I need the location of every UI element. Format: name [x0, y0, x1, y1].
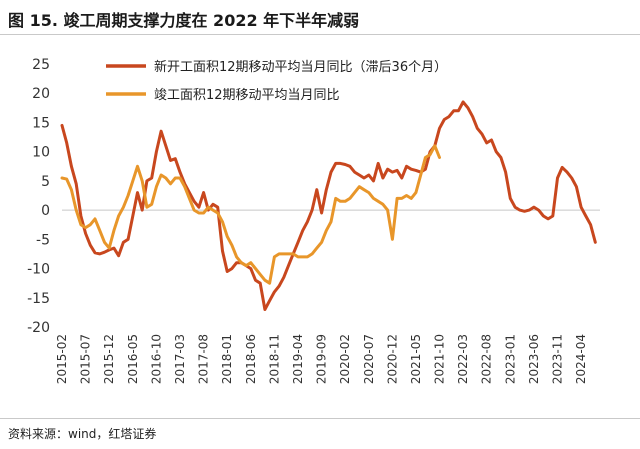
x-tick-label: 2021-05	[409, 334, 423, 384]
y-tick-label: 15	[32, 115, 50, 131]
chart-area: 25 20 15 10 5 0 -5 -10 -15 -20 2015-02 2015-07 2015…	[0, 34, 640, 414]
x-tick-label: 2020-02	[338, 334, 352, 384]
x-tick-label: 2021-10	[433, 334, 447, 384]
x-tick-label: 2015-12	[102, 334, 116, 384]
x-tick-label: 2023-01	[503, 334, 517, 384]
series-lines	[60, 100, 597, 311]
x-tick-label: 2023-06	[527, 334, 541, 384]
x-tick-label: 2016-10	[149, 334, 163, 384]
y-tick-label: 20	[32, 86, 50, 102]
source-note: 资料来源：wind，红塔证券	[8, 427, 157, 441]
x-axis: 2015-02 2015-07 2015-12 2016-05 2016-10 2017-…	[55, 209, 600, 384]
y-tick-label: -20	[27, 320, 50, 336]
y-tick-label: -10	[27, 262, 50, 278]
series-line-1	[60, 100, 597, 311]
y-tick-label: 0	[41, 203, 50, 219]
x-tick-label: 2022-03	[456, 334, 470, 384]
x-tick-label: 2022-08	[480, 334, 494, 384]
x-tick-label: 2019-04	[291, 334, 305, 384]
title-bar: 图 15. 竣工周期支撑力度在 2022 年下半年减弱	[0, 0, 640, 35]
x-tick-label: 2020-12	[385, 334, 399, 384]
legend: 新开工面积12期移动平均当月同比（滞后36个月） 竣工面积12期移动平均当月同比	[106, 59, 447, 103]
series-line-2	[60, 144, 441, 285]
y-tick-label: 5	[41, 174, 50, 190]
x-tick-label: 2024-04	[574, 334, 588, 384]
x-tick-label: 2018-06	[244, 334, 258, 384]
x-tick-label: 2015-07	[79, 334, 93, 384]
y-axis: 25 20 15 10 5 0 -5 -10 -15 -20	[27, 57, 50, 336]
y-tick-label: 10	[32, 145, 50, 161]
legend-label-1: 新开工面积12期移动平均当月同比（滞后36个月）	[154, 59, 447, 75]
y-tick-label: 25	[32, 57, 50, 73]
figure-title: 图 15. 竣工周期支撑力度在 2022 年下半年减弱	[8, 11, 360, 30]
y-tick-label: -5	[36, 232, 50, 248]
source-bar: 资料来源：wind，红塔证券	[0, 418, 640, 449]
x-tick-label: 2017-03	[173, 334, 187, 384]
x-tick-label: 2018-11	[267, 334, 281, 384]
x-tick-label: 2016-05	[126, 334, 140, 384]
legend-label-2: 竣工面积12期移动平均当月同比	[154, 88, 340, 103]
x-tick-label: 2017-08	[197, 334, 211, 384]
x-tick-label: 2015-02	[55, 334, 69, 384]
y-tick-label: -15	[27, 291, 50, 307]
x-tick-label: 2023-11	[551, 334, 565, 384]
x-tick-label: 2020-07	[362, 334, 376, 384]
x-tick-label: 2019-09	[315, 334, 329, 384]
x-tick-label: 2018-01	[220, 334, 234, 384]
